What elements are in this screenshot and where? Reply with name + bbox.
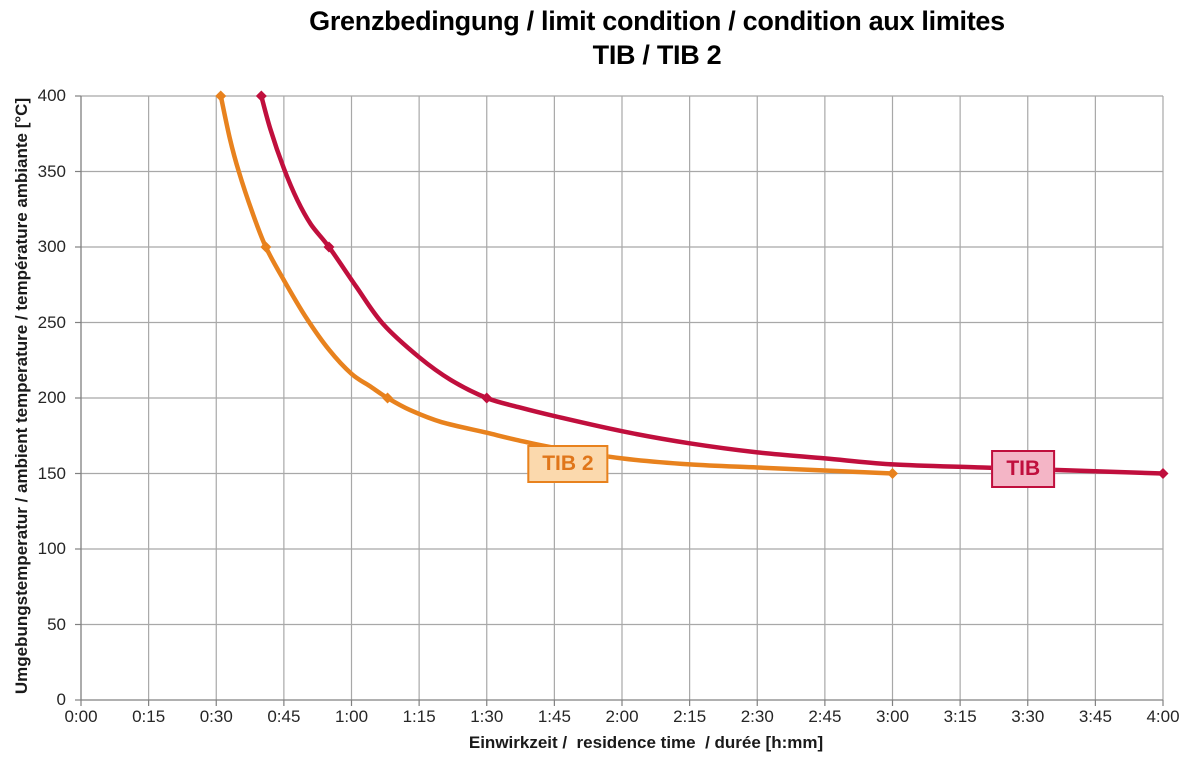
chart-title-line1: Grenzbedingung / limit condition / condi… (309, 6, 1005, 36)
x-tick-label: 3:00 (875, 707, 910, 726)
y-tick-label: 50 (47, 614, 66, 634)
series-label-tib: TIB (991, 449, 1056, 488)
x-tick-label: 0:45 (267, 707, 301, 726)
x-tick-label: 0:30 (199, 707, 233, 726)
chart-title: Grenzbedingung / limit condition / condi… (309, 4, 1005, 72)
y-tick-label: 0 (56, 690, 66, 709)
series-label-text: TIB 2 (542, 452, 594, 476)
x-tick-label: 2:45 (808, 707, 842, 726)
series-marker-tib-2 (215, 90, 227, 102)
x-tick-label: 0:15 (132, 707, 166, 726)
x-tick-label: 3:30 (1011, 707, 1045, 726)
y-tick-label: 350 (37, 161, 66, 181)
y-tick-label: 400 (37, 86, 66, 105)
series-label-tib-2: TIB 2 (527, 445, 609, 484)
x-tick-label: 1:30 (470, 707, 504, 726)
series-marker-tib (481, 392, 493, 404)
x-tick-label: 0:00 (64, 707, 98, 726)
series-marker-tib-2 (260, 241, 272, 253)
y-tick-label: 200 (37, 388, 66, 407)
series-line-tib-2 (218, 93, 895, 476)
y-tick-label: 100 (37, 539, 66, 558)
x-tick-label: 1:45 (537, 707, 571, 726)
y-tick-label: 150 (37, 463, 66, 483)
x-tick-label: 3:45 (1078, 707, 1112, 726)
series-label-text: TIB (1006, 456, 1041, 480)
x-tick-label: 1:00 (334, 707, 369, 726)
series-line-tib (259, 93, 1166, 476)
x-tick-label: 4:00 (1146, 707, 1180, 726)
series-marker-tib (323, 241, 335, 253)
x-axis-title: Einwirkzeit / residence time / durée [h:… (468, 733, 824, 752)
x-tick-label: 1:15 (402, 707, 436, 726)
y-tick-label: 250 (37, 312, 66, 332)
x-tick-label: 3:15 (943, 707, 977, 726)
series-marker-tib-2 (887, 468, 898, 479)
series-marker-tib-2 (382, 392, 394, 404)
series-marker-tib (1157, 468, 1169, 479)
x-tick-label: 2:15 (673, 707, 707, 726)
y-tick-label: 300 (37, 237, 66, 256)
chart-title-line2: TIB / TIB 2 (592, 40, 722, 70)
series-marker-tib (255, 90, 267, 102)
x-tick-label: 2:30 (740, 707, 774, 726)
x-tick-label: 2:00 (605, 707, 639, 726)
